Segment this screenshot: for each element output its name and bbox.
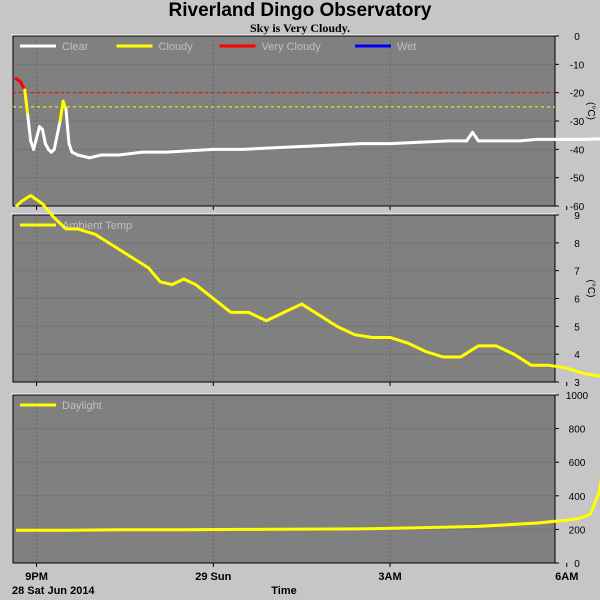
sky-temp-segment <box>117 150 145 157</box>
daylight-line <box>15 477 600 532</box>
sky-temp-segment <box>241 146 274 151</box>
sky-temp-segment <box>300 143 333 148</box>
x-tick-label: 29 Sun <box>195 571 231 583</box>
sky-temp-segment <box>471 130 480 143</box>
y-tick-label: 400 <box>569 492 586 503</box>
sky-temp-segment <box>270 145 304 150</box>
sky-temp-segment <box>188 147 215 153</box>
daylight-plot-area <box>12 394 556 564</box>
sky-temp-plot-area <box>12 35 556 207</box>
sky-temp-segment <box>388 140 421 146</box>
sky-temp-segment <box>23 88 30 117</box>
y-tick-label: 7 <box>574 267 580 278</box>
legend-label: Daylight <box>62 400 102 412</box>
sky-temp-segment <box>88 153 103 160</box>
sky-temp-panel: 0 -10 -20 -30 -40 -50 -60 (°C) Clear Cloudy Very C… <box>11 32 600 213</box>
y-tick-label: 6 <box>574 295 580 306</box>
sky-temp-segment <box>329 142 363 147</box>
x-tick-label: 3AM <box>378 571 401 583</box>
y-tick-label: 3 <box>574 378 580 389</box>
y-tick-label: -10 <box>570 60 585 71</box>
y-axis-label: (°C) <box>585 102 596 120</box>
sky-temp-segment <box>465 130 475 143</box>
y-tick-label: 4 <box>574 350 580 361</box>
y-tick-label: -20 <box>570 89 585 100</box>
y-tick-label: -60 <box>570 202 585 213</box>
y-tick-label: 5 <box>574 322 580 333</box>
x-axis-label: Time <box>271 585 296 597</box>
y-tick-label: 0 <box>574 32 580 43</box>
y-tick-label: -30 <box>570 117 585 128</box>
sky-temp-segment <box>18 79 27 92</box>
sky-temp-segment <box>76 153 92 160</box>
x-tick-label: 6AM <box>555 571 578 583</box>
legend-label: Cloudy <box>159 41 194 53</box>
sky-temp-segment <box>164 149 192 154</box>
sky-temp-segment <box>518 137 539 143</box>
chart-subtitle: Sky is Very Cloudy. <box>249 21 351 35</box>
sky-temp-segment <box>32 136 39 151</box>
y-tick-label: 600 <box>569 458 586 469</box>
y-tick-label: 800 <box>569 425 586 436</box>
y-tick-label: -50 <box>570 174 585 185</box>
sky-temp-segment <box>64 108 71 146</box>
legend-label: Very Cloudy <box>262 41 322 53</box>
sky-temp-segment <box>582 137 600 141</box>
ambient-temp-line <box>14 194 600 378</box>
legend-label: Wet <box>397 41 416 53</box>
y-tick-label: 0 <box>574 559 580 570</box>
sky-temp-segment <box>40 128 47 146</box>
y-tick-label: 9 <box>574 211 580 222</box>
y-tick-label: 8 <box>574 239 580 250</box>
sky-temp-segment <box>418 139 451 144</box>
x-tick-label: 9PM <box>25 571 48 583</box>
legend-label: Clear <box>62 41 89 53</box>
sky-temp-segment <box>58 99 65 123</box>
chart-title: Riverland Dingo Observatory <box>168 0 432 21</box>
y-tick-label: -40 <box>570 145 585 156</box>
daylight-panel: 1000 800 600 400 200 0 Daylight <box>11 391 600 570</box>
y-axis-label: (°C) <box>585 280 596 298</box>
y-tick-label: 200 <box>569 525 586 536</box>
sky-temp-segment <box>26 113 33 143</box>
sky-temp-segment <box>35 125 42 140</box>
x-date-label: 28 Sat Jun 2014 <box>12 585 95 597</box>
sky-temp-segment <box>52 119 62 151</box>
y-tick-label: 1000 <box>566 391 589 402</box>
